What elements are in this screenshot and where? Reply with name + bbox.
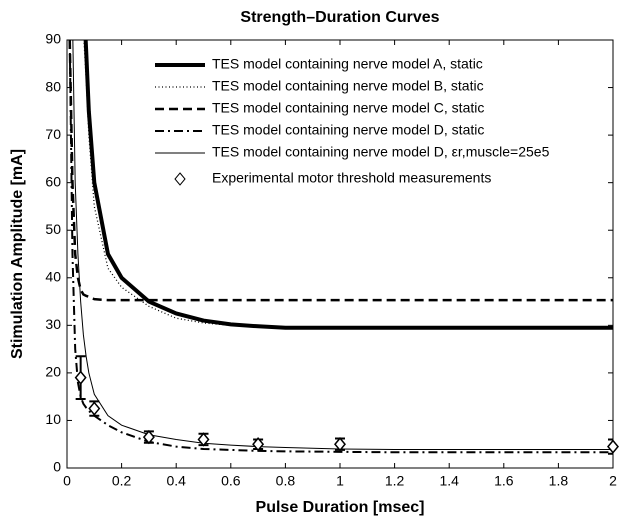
- y-tick-label: 50: [45, 221, 61, 237]
- x-tick-label: 0.6: [221, 473, 241, 489]
- x-tick-label: 1.8: [549, 473, 569, 489]
- legend-label: TES model containing nerve model A, stat…: [212, 56, 483, 72]
- y-tick-label: 10: [45, 411, 61, 427]
- x-axis-label: Pulse Duration [msec]: [256, 499, 425, 516]
- series-line: [83, 40, 613, 329]
- x-tick-label: 0.4: [166, 473, 186, 489]
- x-tick-label: 1: [336, 473, 344, 489]
- x-tick-label: 1.4: [439, 473, 459, 489]
- x-tick-label: 0: [63, 473, 71, 489]
- y-tick-label: 70: [45, 126, 61, 142]
- measurement-point: [334, 437, 346, 452]
- measurement-point: [88, 401, 101, 416]
- measurement-point: [74, 370, 87, 385]
- y-tick-label: 20: [45, 364, 61, 380]
- x-tick-label: 1.6: [494, 473, 514, 489]
- measurement-point: [607, 439, 619, 454]
- x-tick-label: 2: [609, 473, 617, 489]
- legend-label: TES model containing nerve model C, stat…: [212, 100, 484, 116]
- series-line: [83, 40, 613, 330]
- x-tick-label: 0.8: [276, 473, 296, 489]
- error-bar: [608, 438, 613, 455]
- legend-label: TES model containing nerve model D, stat…: [212, 122, 484, 138]
- chart-title: Strength–Duration Curves: [240, 9, 439, 26]
- legend-marker: [174, 172, 186, 186]
- y-tick-label: 40: [45, 268, 61, 284]
- measurement-point: [142, 429, 155, 445]
- y-axis-label: Stimulation Amplitude [mA]: [9, 149, 26, 359]
- y-tick-label: 60: [45, 173, 61, 189]
- y-tick-label: 80: [45, 78, 61, 94]
- measurement-point: [197, 432, 210, 447]
- y-tick-label: 90: [45, 31, 61, 47]
- legend-label: TES model containing nerve model B, stat…: [212, 78, 484, 94]
- x-tick-label: 0.2: [112, 473, 132, 489]
- measurement-point: [252, 437, 265, 452]
- legend-label: Experimental motor threshold measurement…: [212, 170, 491, 186]
- legend-label: TES model containing nerve model D, εr,m…: [212, 144, 550, 160]
- x-tick-label: 1.2: [385, 473, 405, 489]
- y-tick-label: 0: [53, 459, 61, 475]
- y-tick-label: 30: [45, 316, 61, 332]
